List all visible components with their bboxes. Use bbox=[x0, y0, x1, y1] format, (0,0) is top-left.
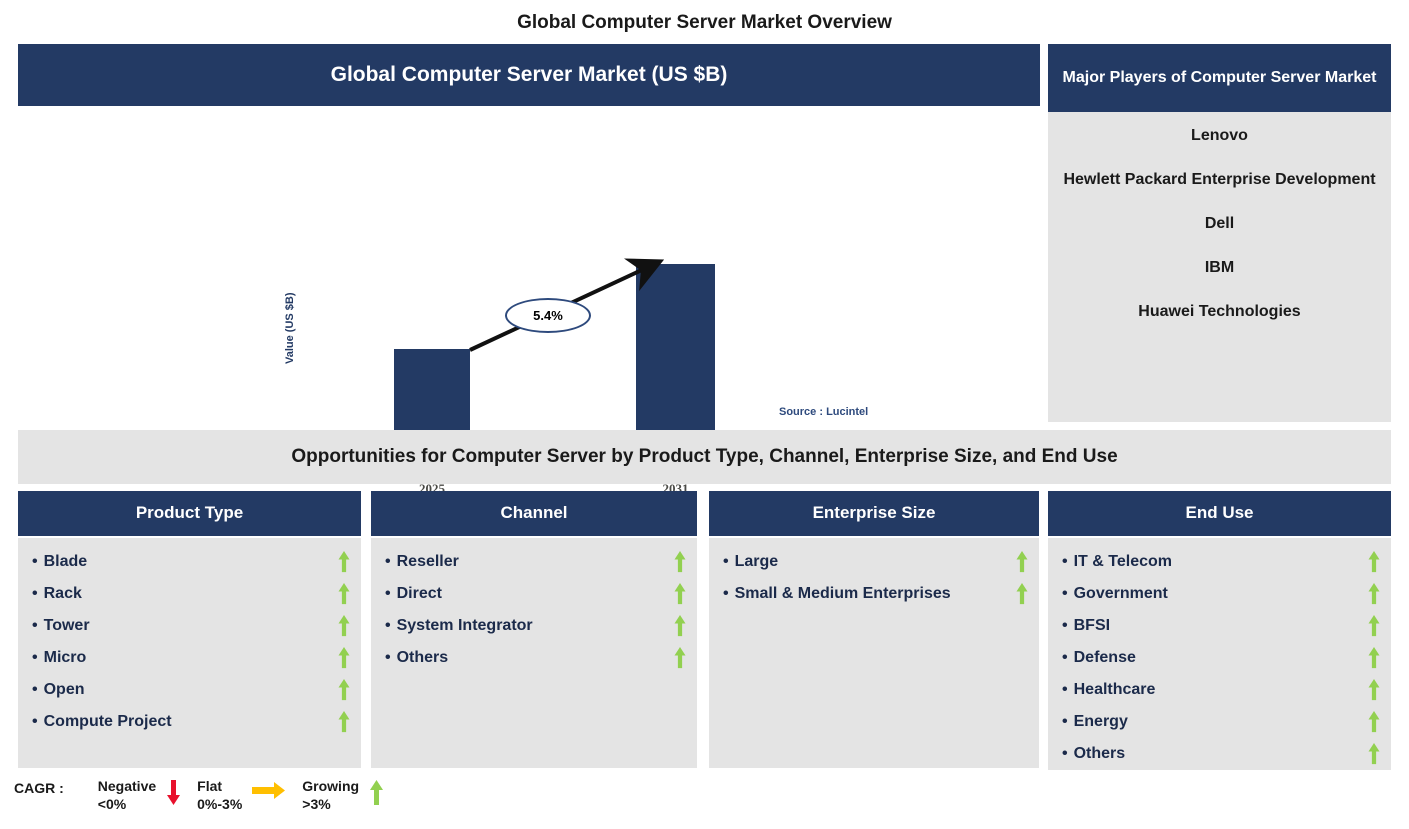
list-item-label: Others bbox=[1062, 745, 1126, 763]
list-item: Open bbox=[32, 674, 351, 706]
arrow-up-icon bbox=[337, 711, 351, 733]
legend-entry-growing: Growing >3% bbox=[302, 778, 394, 813]
column-header-product-type: Product Type bbox=[18, 491, 361, 536]
players-panel-body: Lenovo Hewlett Packard Enterprise Develo… bbox=[1048, 112, 1391, 422]
list-item: Energy bbox=[1062, 706, 1381, 738]
player-item: Huawei Technologies bbox=[1138, 303, 1301, 320]
arrow-up-icon bbox=[1015, 583, 1029, 605]
list-item: Defense bbox=[1062, 642, 1381, 674]
list-item: Rack bbox=[32, 578, 351, 610]
list-item-label: Micro bbox=[32, 649, 87, 667]
chart-panel-header: Global Computer Server Market (US $B) bbox=[18, 44, 1040, 106]
list-item: Government bbox=[1062, 578, 1381, 610]
arrow-up-icon bbox=[1367, 583, 1381, 605]
arrow-up-icon bbox=[1367, 743, 1381, 765]
legend-entry-flat: Flat 0%-3% bbox=[197, 778, 296, 813]
players-panel-header: Major Players of Computer Server Market bbox=[1048, 44, 1391, 112]
arrow-up-icon bbox=[1367, 647, 1381, 669]
list-item-label: Tower bbox=[32, 617, 90, 635]
arrow-up-icon bbox=[673, 583, 687, 605]
legend-label-flat: Flat bbox=[197, 778, 223, 794]
cagr-legend: CAGR : Negative <0% Flat 0%-3% Growing >… bbox=[14, 778, 400, 813]
market-bar-chart: Value (US $B) 2025 2031 5.4% bbox=[18, 106, 1040, 496]
arrow-up-icon bbox=[337, 551, 351, 573]
list-item: Small & Medium Enterprises bbox=[723, 578, 1029, 610]
list-item-label: Rack bbox=[32, 585, 82, 603]
legend-label-growing: Growing bbox=[302, 778, 360, 794]
list-item-label: System Integrator bbox=[385, 617, 533, 635]
chart-source-note: Source : Lucintel bbox=[779, 406, 869, 418]
list-item-label: BFSI bbox=[1062, 617, 1110, 635]
arrow-up-icon bbox=[673, 615, 687, 637]
column-body-product-type: Blade Rack Tower Micro Open Compute Project bbox=[18, 538, 361, 768]
column-header-enterprise-size: Enterprise Size bbox=[709, 491, 1039, 536]
arrow-up-icon bbox=[673, 647, 687, 669]
player-item: Lenovo bbox=[1191, 127, 1248, 144]
list-item: Reseller bbox=[385, 546, 687, 578]
list-item-label: Small & Medium Enterprises bbox=[723, 585, 951, 603]
list-item-label: IT & Telecom bbox=[1062, 553, 1172, 571]
list-item: Tower bbox=[32, 610, 351, 642]
arrow-up-icon bbox=[337, 583, 351, 605]
list-item-label: Large bbox=[723, 553, 779, 571]
arrow-up-icon bbox=[337, 647, 351, 669]
list-item: Compute Project bbox=[32, 706, 351, 738]
column-body-enterprise-size: Large Small & Medium Enterprises bbox=[709, 538, 1039, 768]
list-item-label: Energy bbox=[1062, 713, 1128, 731]
player-item: Hewlett Packard Enterprise Development bbox=[1063, 171, 1376, 188]
arrow-up-icon bbox=[337, 615, 351, 637]
list-item: BFSI bbox=[1062, 610, 1381, 642]
player-item: Dell bbox=[1204, 215, 1235, 232]
legend-entry-negative: Negative <0% bbox=[98, 778, 191, 813]
legend-range-negative: <0% bbox=[97, 795, 127, 812]
list-item: Blade bbox=[32, 546, 351, 578]
column-header-end-use: End Use bbox=[1048, 491, 1391, 536]
column-header-channel: Channel bbox=[371, 491, 697, 536]
arrow-down-icon bbox=[166, 778, 181, 809]
cagr-bubble: 5.4% bbox=[505, 298, 591, 333]
list-item: Others bbox=[1062, 738, 1381, 770]
arrow-up-icon bbox=[673, 551, 687, 573]
arrow-right-icon bbox=[252, 778, 286, 805]
list-item-label: Government bbox=[1062, 585, 1168, 603]
list-item-label: Blade bbox=[32, 553, 88, 571]
arrow-up-icon bbox=[1015, 551, 1029, 573]
arrow-up-icon bbox=[1367, 615, 1381, 637]
legend-label-negative: Negative bbox=[97, 778, 157, 794]
legend-range-flat: 0%-3% bbox=[197, 795, 243, 812]
list-item-label: Compute Project bbox=[32, 713, 172, 731]
list-item: IT & Telecom bbox=[1062, 546, 1381, 578]
list-item: Healthcare bbox=[1062, 674, 1381, 706]
list-item: Others bbox=[385, 642, 687, 674]
list-item-label: Defense bbox=[1062, 649, 1136, 667]
arrow-up-icon bbox=[337, 679, 351, 701]
list-item-label: Healthcare bbox=[1062, 681, 1156, 699]
arrow-up-icon bbox=[369, 778, 384, 809]
chart-y-axis-label: Value (US $B) bbox=[284, 292, 296, 364]
column-body-channel: Reseller Direct System Integrator Others bbox=[371, 538, 697, 768]
arrow-up-icon bbox=[1367, 679, 1381, 701]
opportunities-banner: Opportunities for Computer Server by Pro… bbox=[18, 430, 1391, 484]
cagr-legend-title: CAGR : bbox=[14, 780, 64, 796]
legend-range-growing: >3% bbox=[302, 795, 331, 812]
page-title: Global Computer Server Market Overview bbox=[517, 12, 892, 33]
list-item-label: Open bbox=[32, 681, 85, 699]
player-item: IBM bbox=[1204, 259, 1235, 276]
list-item-label: Direct bbox=[385, 585, 442, 603]
list-item-label: Others bbox=[385, 649, 449, 667]
list-item: System Integrator bbox=[385, 610, 687, 642]
list-item: Direct bbox=[385, 578, 687, 610]
list-item: Micro bbox=[32, 642, 351, 674]
arrow-up-icon bbox=[1367, 551, 1381, 573]
list-item: Large bbox=[723, 546, 1029, 578]
list-item-label: Reseller bbox=[385, 553, 459, 571]
arrow-up-icon bbox=[1367, 711, 1381, 733]
column-body-end-use: IT & Telecom Government BFSI Defense Healthc… bbox=[1048, 538, 1391, 770]
